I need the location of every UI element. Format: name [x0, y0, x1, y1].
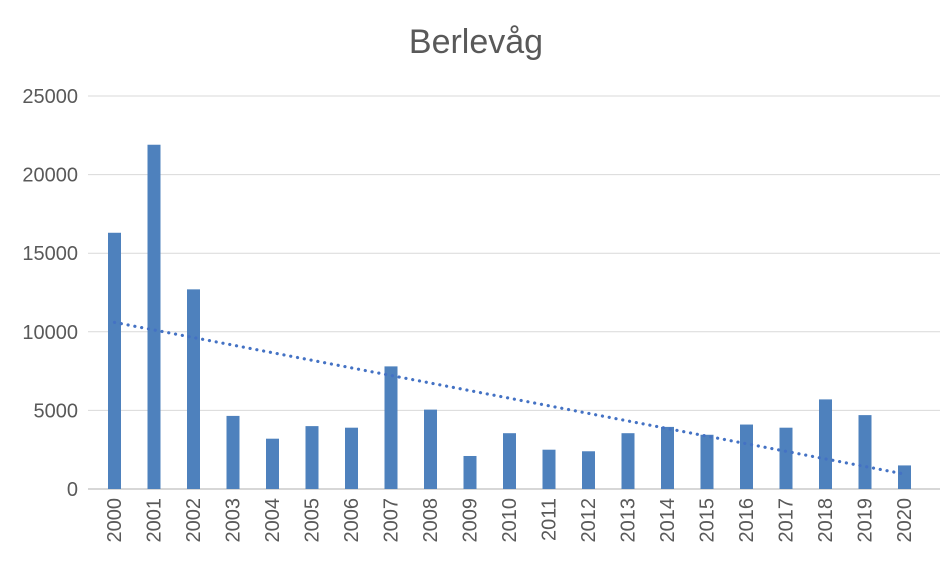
y-tick-label: 20000 — [22, 165, 78, 187]
bar — [661, 426, 674, 489]
bar — [542, 449, 556, 489]
y-tick-label: 15000 — [22, 243, 78, 265]
bar — [503, 433, 516, 489]
x-tick-label: 2013 — [618, 498, 640, 543]
bar — [226, 415, 240, 489]
chart-title: Berlevåg — [409, 23, 543, 61]
bar — [187, 289, 200, 489]
x-tick-label: 2011 — [539, 498, 561, 541]
bar — [345, 427, 358, 489]
bar — [740, 424, 753, 489]
x-tick-label: 2020 — [894, 498, 916, 543]
y-tick-label: 5000 — [34, 400, 79, 422]
bar — [621, 433, 635, 489]
gridlines — [88, 95, 940, 490]
y-tick-label: 25000 — [22, 86, 78, 108]
bar — [898, 465, 911, 489]
y-tick-label: 0 — [67, 479, 78, 501]
x-tick-label: 2014 — [657, 498, 679, 543]
x-tick-label: 2000 — [104, 498, 126, 543]
x-tick-label: 2010 — [499, 498, 521, 543]
bar — [858, 415, 872, 489]
trendline — [112, 320, 907, 476]
x-tick-label: 2007 — [381, 498, 403, 543]
bar — [266, 438, 279, 489]
bar — [700, 434, 714, 489]
x-tick-label: 2003 — [223, 498, 245, 543]
y-tick-label: 10000 — [22, 322, 78, 344]
bar — [463, 455, 477, 489]
x-tick-label: 2009 — [460, 498, 482, 543]
bar — [305, 426, 319, 489]
bar — [147, 144, 161, 489]
x-tick-label: 2019 — [855, 498, 877, 543]
bar — [582, 451, 595, 489]
x-tick-label: 2002 — [183, 498, 205, 543]
x-tick-label: 2004 — [262, 498, 284, 543]
x-tick-label: 2006 — [341, 498, 363, 543]
x-tick-label: 2012 — [578, 498, 600, 543]
bar-series — [108, 144, 911, 489]
x-axis-labels: 2000 2001 2002 2003 2004 2005 2006 2007 2008 2009… — [104, 498, 916, 543]
bar — [384, 366, 398, 489]
x-tick-label: 2017 — [776, 498, 798, 543]
x-tick-label: 2015 — [697, 498, 719, 543]
y-axis-labels: 0 5000 10000 15000 20000 25000 — [22, 86, 78, 501]
trendline-group — [112, 320, 907, 476]
bar — [779, 427, 793, 489]
bar — [819, 399, 832, 489]
x-tick-label: 2018 — [815, 498, 837, 543]
x-tick-label: 2001 — [144, 498, 166, 543]
x-tick-label: 2016 — [736, 498, 758, 543]
bar — [108, 232, 121, 489]
bar — [424, 409, 437, 489]
x-tick-label: 2008 — [420, 498, 442, 543]
x-tick-label: 2005 — [302, 498, 324, 543]
